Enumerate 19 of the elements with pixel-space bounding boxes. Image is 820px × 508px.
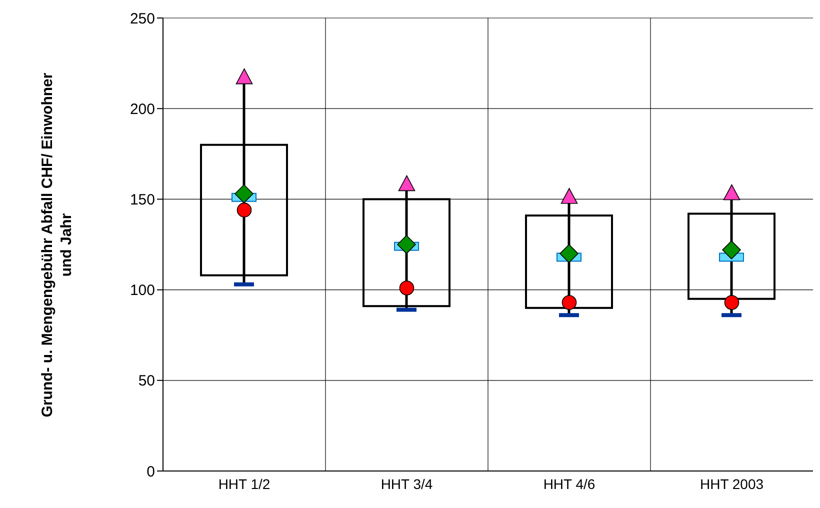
point xyxy=(723,184,740,200)
point xyxy=(560,188,578,204)
point xyxy=(724,295,740,310)
y-tick-label: 250 xyxy=(130,10,155,28)
x-tick-label: HHT 1/2 xyxy=(218,476,270,492)
x-tick-label: HHT 2003 xyxy=(700,476,764,492)
point xyxy=(236,202,252,218)
point xyxy=(399,280,414,296)
y-tick-label: 0 xyxy=(146,463,155,480)
x-tick-label: HHT 4/6 xyxy=(543,476,596,492)
y-tick-label: 150 xyxy=(130,192,155,209)
y-tick-label: 50 xyxy=(138,372,155,390)
y-tick-label: 200 xyxy=(130,100,155,118)
point xyxy=(562,295,577,310)
point xyxy=(398,175,416,192)
y-axis-title: Grund- u. Mengengebühr Abfall CHF/ Einwohner und Jahr xyxy=(38,71,76,419)
x-tick-label: HHT 3/4 xyxy=(380,476,433,492)
y-tick-label: 100 xyxy=(130,282,155,300)
point xyxy=(236,68,253,84)
